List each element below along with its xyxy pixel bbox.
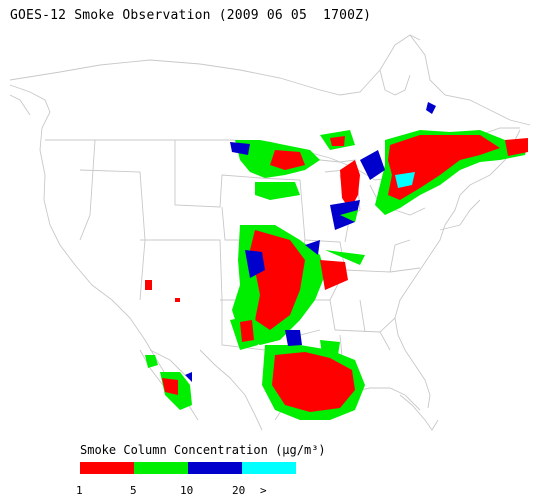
legend-tick: 10 xyxy=(180,484,194,497)
colorbar-swatch-10-20 xyxy=(188,462,242,474)
colorbar-swatch-5-10 xyxy=(134,462,188,474)
legend-tick: 1 xyxy=(76,484,83,497)
legend-tick: > xyxy=(260,484,267,497)
legend-title: Smoke Column Concentration (μg/m³) xyxy=(80,443,326,457)
colorbar-swatch-1-5 xyxy=(80,462,134,474)
smoke-map xyxy=(9,34,531,431)
map-title: GOES-12 Smoke Observation (2009 06 05 17… xyxy=(10,8,372,23)
legend-tick: 5 xyxy=(130,484,137,497)
colorbar xyxy=(80,462,296,474)
colorbar-swatch-20-plus xyxy=(242,462,296,474)
legend-tick: 20 xyxy=(232,484,246,497)
smoke-plumes xyxy=(145,102,528,420)
